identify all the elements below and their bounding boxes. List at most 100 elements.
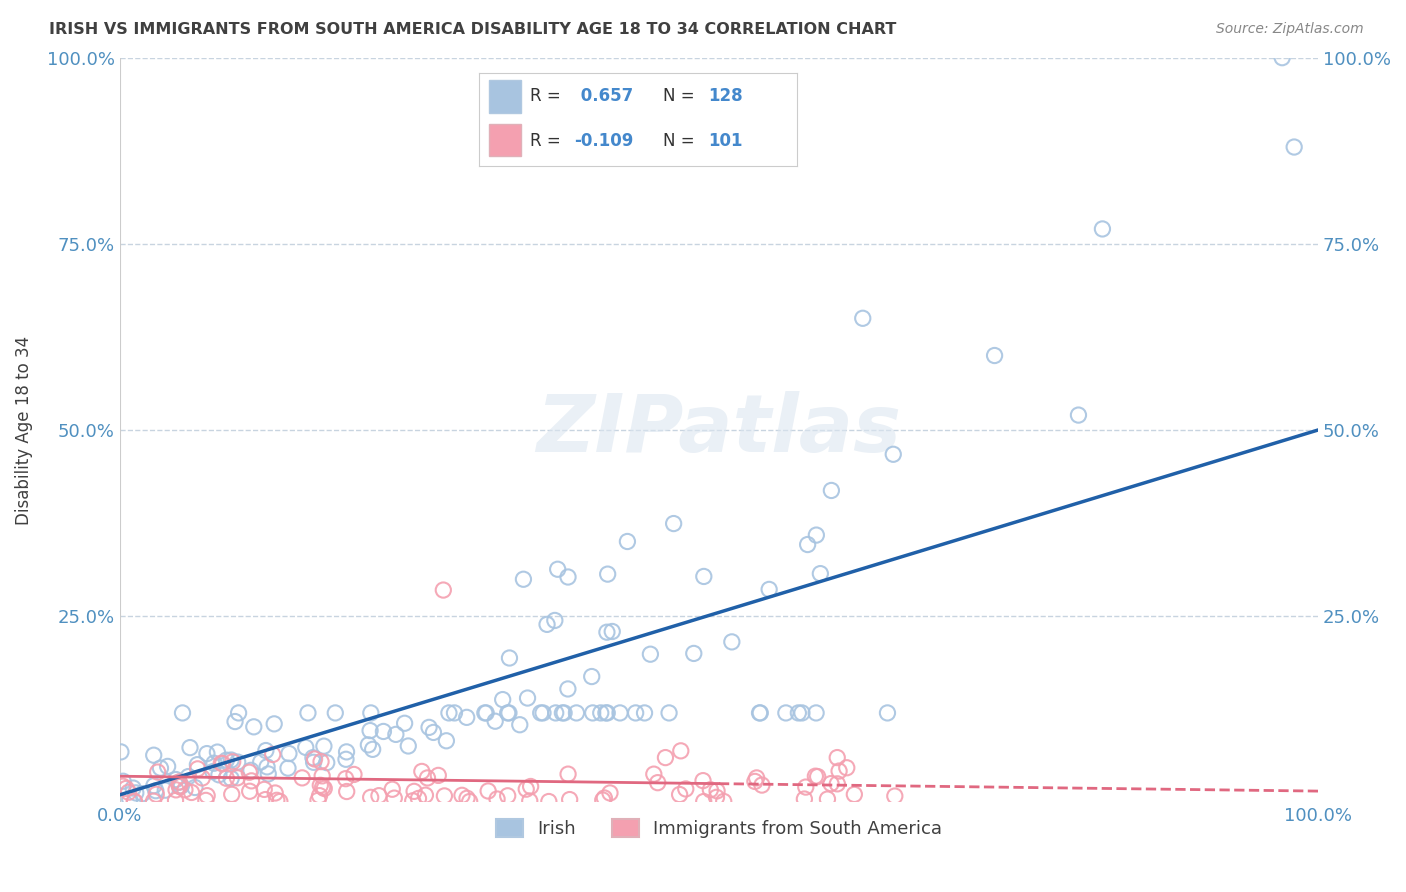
Point: [156, 759, 179, 773]
Point: [238, 765, 260, 780]
Point: [477, 784, 499, 798]
Point: [335, 772, 357, 786]
Point: [647, 775, 669, 789]
Point: [852, 311, 875, 326]
Point: [512, 572, 534, 586]
Point: [609, 706, 631, 720]
Point: [600, 624, 623, 639]
Point: [474, 706, 496, 720]
Point: [596, 706, 619, 720]
Point: [385, 727, 408, 741]
Point: [208, 768, 231, 782]
Point: [553, 706, 575, 720]
Point: [257, 767, 280, 781]
Point: [117, 785, 139, 799]
Point: [496, 789, 519, 803]
Point: [191, 771, 214, 785]
Point: [335, 745, 357, 759]
Point: [558, 792, 581, 806]
Point: [432, 583, 454, 598]
Point: [624, 706, 647, 720]
Point: [876, 706, 898, 720]
Point: [658, 706, 681, 720]
Point: [492, 692, 515, 706]
Point: [593, 791, 616, 805]
Point: [343, 767, 366, 781]
Point: [536, 617, 558, 632]
Point: [787, 706, 810, 720]
Point: [224, 714, 246, 729]
Point: [544, 706, 567, 720]
Point: [194, 793, 217, 807]
Point: [693, 795, 716, 809]
Point: [551, 706, 574, 720]
Point: [315, 756, 337, 770]
Point: [682, 647, 704, 661]
Point: [112, 774, 135, 789]
Point: [808, 566, 831, 581]
Text: IRISH VS IMMIGRANTS FROM SOUTH AMERICA DISABILITY AGE 18 TO 34 CORRELATION CHART: IRISH VS IMMIGRANTS FROM SOUTH AMERICA D…: [49, 22, 897, 37]
Point: [581, 669, 603, 683]
Point: [307, 793, 329, 807]
Point: [544, 614, 567, 628]
Point: [131, 787, 153, 801]
Point: [254, 792, 277, 806]
Point: [582, 706, 605, 720]
Point: [165, 783, 187, 797]
Point: [807, 770, 830, 784]
Point: [115, 781, 138, 796]
Point: [596, 625, 619, 640]
Point: [110, 745, 132, 759]
Point: [302, 756, 325, 770]
Point: [883, 789, 905, 803]
Point: [308, 789, 330, 803]
Point: [263, 716, 285, 731]
Point: [616, 534, 638, 549]
Point: [249, 755, 271, 769]
Point: [744, 774, 766, 789]
Point: [415, 788, 437, 802]
Point: [640, 647, 662, 661]
Point: [706, 790, 728, 805]
Point: [312, 739, 335, 753]
Point: [323, 706, 346, 720]
Point: [456, 791, 478, 805]
Point: [336, 784, 359, 798]
Point: [314, 781, 336, 796]
Point: [820, 483, 842, 498]
Point: [692, 773, 714, 788]
Point: [266, 793, 288, 807]
Point: [745, 771, 768, 785]
Point: [496, 706, 519, 720]
Point: [221, 788, 243, 802]
Point: [592, 793, 614, 807]
Point: [360, 706, 382, 720]
Point: [804, 706, 827, 720]
Point: [177, 770, 200, 784]
Point: [443, 706, 465, 720]
Text: ZIPatlas: ZIPatlas: [537, 391, 901, 469]
Point: [775, 706, 797, 720]
Point: [404, 784, 426, 798]
Point: [309, 755, 332, 769]
Point: [595, 706, 617, 720]
Point: [209, 756, 232, 771]
Point: [243, 720, 266, 734]
Point: [269, 795, 291, 809]
Point: [451, 789, 474, 803]
Point: [195, 789, 218, 803]
Point: [211, 756, 233, 771]
Point: [396, 739, 419, 753]
Point: [706, 784, 728, 798]
Point: [239, 764, 262, 778]
Point: [825, 750, 848, 764]
Point: [458, 795, 481, 809]
Point: [165, 793, 187, 807]
Point: [184, 780, 207, 795]
Point: [530, 706, 553, 720]
Point: [835, 761, 858, 775]
Point: [537, 795, 560, 809]
Point: [264, 786, 287, 800]
Point: [475, 706, 498, 720]
Point: [277, 761, 299, 775]
